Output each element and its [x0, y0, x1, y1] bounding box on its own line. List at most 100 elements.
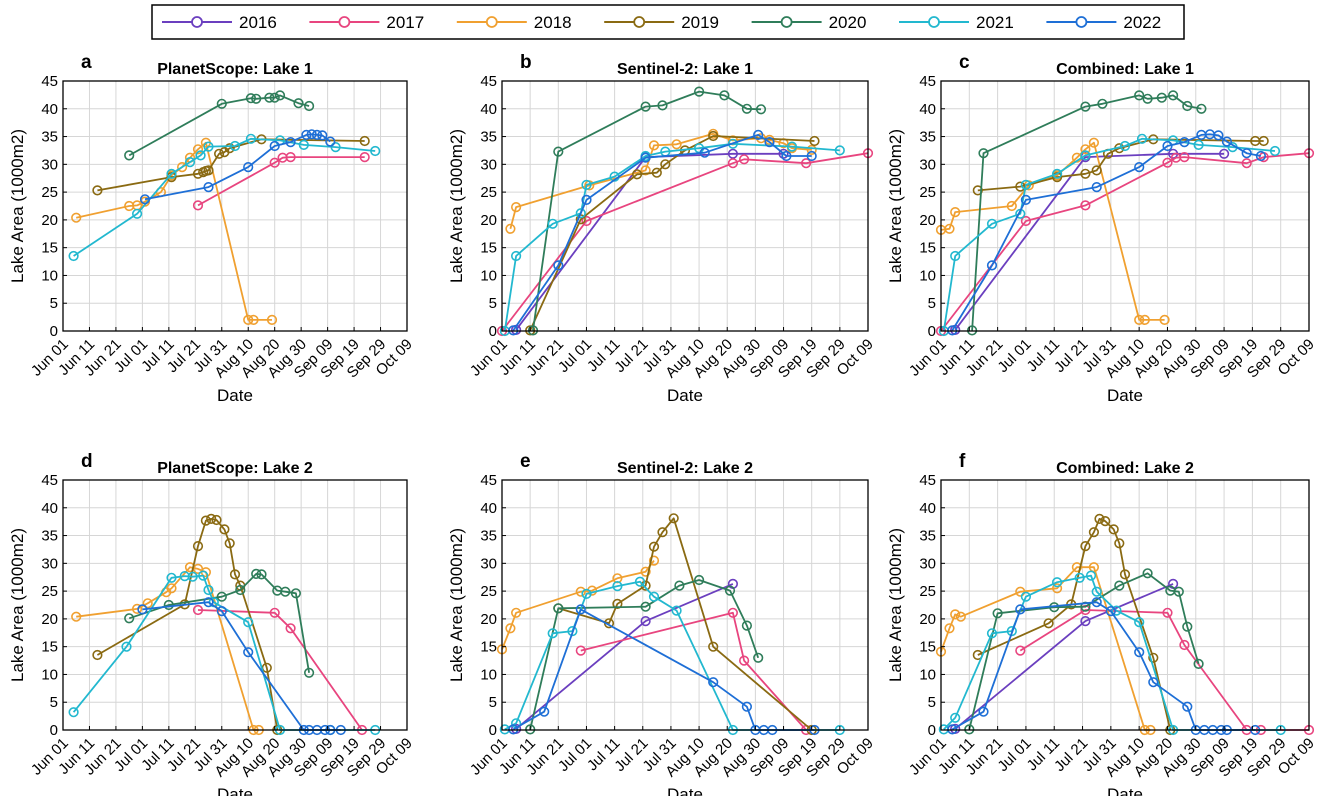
series-group — [68, 90, 381, 326]
series-2018 — [71, 137, 278, 326]
data-point — [648, 555, 660, 566]
series-line — [512, 133, 812, 331]
data-point — [708, 641, 719, 652]
series-2019 — [525, 130, 820, 336]
data-point — [708, 677, 719, 688]
panel-title: Combined: Lake 1 — [1056, 61, 1194, 78]
data-point — [306, 129, 317, 140]
series-line — [197, 609, 363, 731]
data-point — [325, 136, 336, 147]
data-point — [575, 604, 586, 615]
data-point — [1221, 136, 1232, 147]
series-line — [942, 137, 1276, 332]
data-point — [92, 649, 103, 661]
data-point — [547, 628, 558, 639]
data-point — [539, 706, 550, 717]
data-point — [1134, 647, 1145, 658]
legend-entry-2021: 2021 — [899, 13, 1014, 32]
legend-entry-2019: 2019 — [604, 13, 719, 32]
data-point — [203, 141, 214, 152]
data-point — [124, 613, 135, 624]
series-line — [954, 583, 1174, 730]
data-point — [166, 572, 177, 583]
grid — [62, 80, 408, 332]
data-point — [581, 194, 592, 205]
data-point — [738, 154, 750, 165]
data-point — [1020, 194, 1032, 205]
series-2022 — [508, 129, 817, 336]
y-tick-label: 25 — [480, 184, 497, 201]
data-point — [274, 90, 286, 101]
data-point — [1156, 92, 1167, 103]
y-tick-label: 35 — [41, 528, 58, 545]
data-point — [1196, 103, 1207, 114]
series-line — [954, 152, 1225, 331]
series-line — [128, 94, 310, 157]
data-point — [195, 150, 206, 161]
data-point — [1114, 580, 1125, 591]
data-point — [510, 250, 522, 262]
data-point — [1159, 314, 1170, 326]
data-point — [1162, 607, 1173, 618]
data-point — [1091, 597, 1102, 608]
data-point — [1134, 314, 1145, 326]
data-point — [177, 162, 188, 173]
data-point — [741, 701, 753, 712]
series-2018 — [935, 137, 1170, 326]
data-point — [269, 140, 280, 152]
data-point — [755, 104, 767, 115]
series-line — [580, 611, 807, 731]
data-point — [944, 223, 955, 234]
y-tick-label: 35 — [41, 129, 58, 146]
series-2020 — [124, 568, 315, 678]
data-point — [243, 162, 254, 173]
series-2019 — [972, 513, 1176, 736]
data-point — [671, 605, 682, 616]
data-point — [986, 218, 998, 229]
data-point — [1136, 133, 1148, 144]
series-line — [197, 156, 365, 207]
data-point — [224, 538, 235, 549]
series-2017 — [935, 148, 1315, 337]
series-2020 — [966, 90, 1207, 336]
data-point — [1080, 200, 1091, 211]
data-point — [1119, 140, 1131, 152]
data-point — [753, 129, 764, 140]
data-point — [198, 570, 209, 581]
data-point — [1148, 652, 1159, 663]
legend-marker — [928, 16, 940, 28]
y-tick-label: 45 — [41, 73, 58, 90]
data-point — [806, 144, 817, 155]
y-tick-label: 30 — [41, 156, 58, 173]
data-point — [245, 93, 256, 104]
legend-marker — [1075, 16, 1088, 28]
data-point — [163, 599, 174, 611]
data-point — [1015, 586, 1026, 597]
data-point — [950, 207, 961, 218]
x-axis-label: Date — [1107, 386, 1143, 405]
data-point — [631, 169, 643, 180]
series-2020 — [124, 90, 315, 161]
data-point — [304, 100, 315, 112]
series-line — [558, 517, 813, 731]
series-line — [951, 133, 1262, 331]
y-tick-label: 0 — [50, 323, 58, 340]
series-2021 — [68, 133, 381, 262]
data-point — [1020, 179, 1032, 190]
y-tick-label: 40 — [919, 500, 936, 517]
data-point — [764, 137, 775, 148]
data-point — [657, 100, 668, 111]
y-tick-label: 0 — [489, 323, 497, 340]
panel-title: PlanetScope: Lake 1 — [157, 61, 313, 78]
y-tick-label: 45 — [41, 472, 58, 489]
data-point — [1091, 182, 1102, 193]
legend-marker — [633, 16, 646, 28]
series-line — [73, 137, 376, 257]
y-tick-label: 15 — [41, 240, 58, 257]
data-point — [1051, 577, 1063, 588]
data-point — [671, 139, 682, 150]
data-point — [1080, 168, 1091, 179]
legend-marker — [485, 16, 498, 28]
